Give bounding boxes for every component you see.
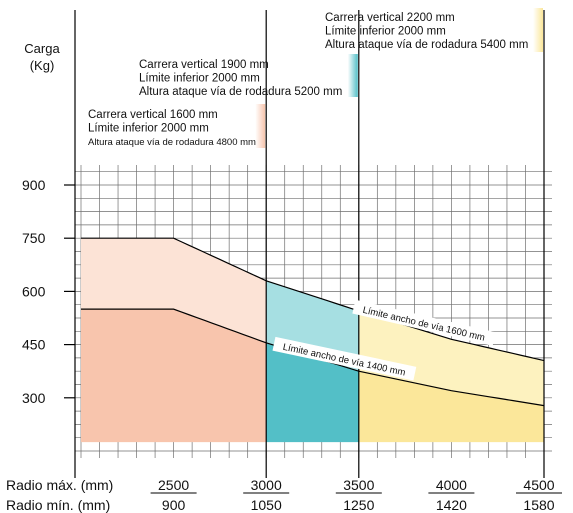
x-tick-label-max: 4500 xyxy=(523,477,554,493)
series-label-background xyxy=(272,336,417,381)
y-tick-label: 300 xyxy=(22,390,46,406)
chart-frame xyxy=(64,10,562,494)
region-note-line: Carrera vertical 1600 mm xyxy=(88,109,218,121)
series-line-1 xyxy=(81,237,545,362)
region-note-line: Altura ataque vía de rodadura 4800 mm xyxy=(88,137,256,148)
region-note-swatch-2 xyxy=(347,54,358,97)
region-band-dark-3 xyxy=(358,371,544,443)
x-tick-label-min: 1250 xyxy=(343,497,374,513)
x-tick-label-max: 2500 xyxy=(158,477,189,493)
region-note-line: Altura ataque vía de rodadura 5200 mm xyxy=(139,86,342,98)
x-tick-label-min: 1420 xyxy=(436,497,467,513)
y-tick-label: 450 xyxy=(22,337,46,353)
region-note-swatch-1 xyxy=(255,104,266,148)
y-tick-label: 900 xyxy=(22,177,46,193)
region-note-line: Límite inferior 2000 mm xyxy=(325,26,446,38)
region-note-line: Altura ataque vía de rodadura 5400 mm xyxy=(325,39,528,51)
region-note-swatch-3 xyxy=(533,8,543,52)
region-band-dark-1 xyxy=(81,309,267,443)
x-tick-label-max: 3500 xyxy=(343,477,374,493)
x-tick-label-max: 4000 xyxy=(436,477,467,493)
region-note-line: Límite inferior 2000 mm xyxy=(139,73,260,85)
region-note-line: Carrera vertical 1900 mm xyxy=(139,59,269,71)
x-tick-label-min: 1050 xyxy=(251,497,282,513)
x-tick-label-min: 1580 xyxy=(523,497,554,513)
y-tick-label: 600 xyxy=(22,283,46,299)
y-tick-label: 750 xyxy=(22,230,46,246)
region-note-line: Límite inferior 2000 mm xyxy=(88,123,209,135)
series-label-background xyxy=(352,299,496,346)
region-band-dark-2 xyxy=(266,342,359,443)
x-tick-label-max: 3000 xyxy=(251,477,282,493)
x-axis-title-max: Radio máx. (mm) xyxy=(6,477,113,493)
region-band-light-3 xyxy=(358,310,544,406)
x-tick-label-min: 900 xyxy=(162,497,186,513)
region-note-line: Carrera vertical 2200 mm xyxy=(325,12,455,24)
y-axis-unit: (Kg) xyxy=(30,58,55,73)
y-axis-title: Carga xyxy=(24,41,60,56)
region-band-light-1 xyxy=(81,238,267,343)
x-axis-title-min: Radio mín. (mm) xyxy=(6,497,110,513)
